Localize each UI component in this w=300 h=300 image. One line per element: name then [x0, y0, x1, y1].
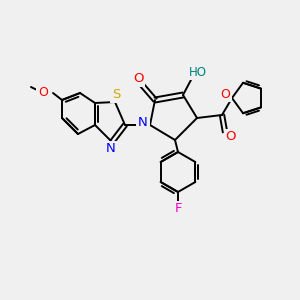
Text: F: F [174, 202, 182, 215]
Text: O: O [220, 88, 230, 100]
Text: N: N [106, 142, 116, 155]
Text: O: O [133, 73, 143, 85]
Text: O: O [226, 130, 236, 143]
Text: N: N [138, 116, 148, 130]
Text: HO: HO [189, 65, 207, 79]
Text: S: S [112, 88, 120, 101]
Text: O: O [38, 85, 48, 98]
